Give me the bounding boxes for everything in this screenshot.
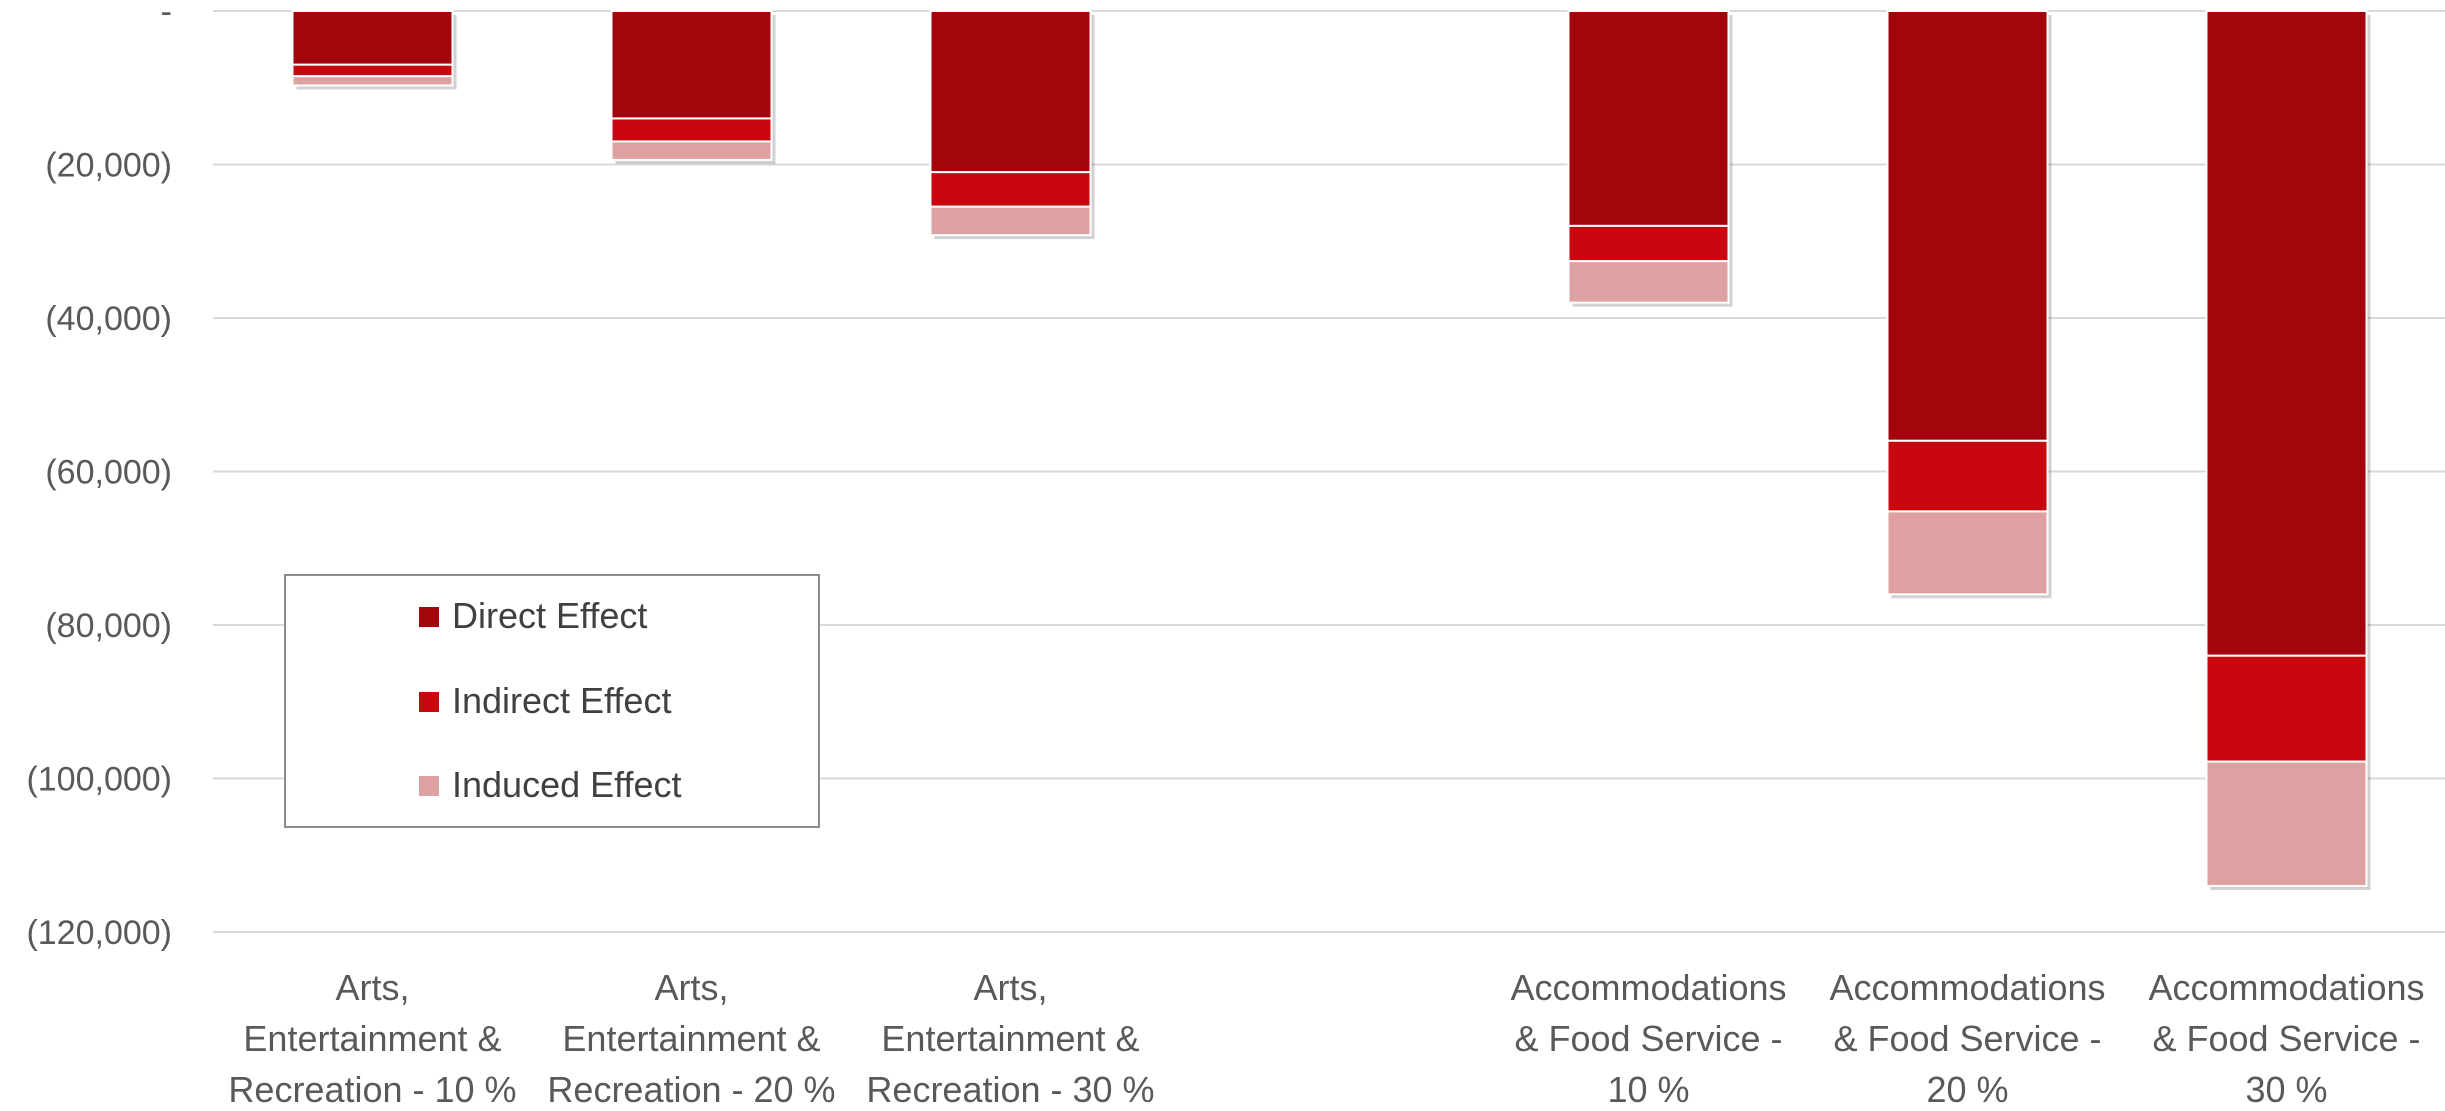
x-category-label-line: 10 %: [1607, 1069, 1689, 1110]
x-category-label-line: Recreation - 30 %: [866, 1069, 1154, 1110]
bar-segment: [1886, 10, 2049, 442]
bar-segment: [1886, 510, 2049, 596]
bar-segment: [610, 117, 773, 143]
x-category-label-line: Arts,: [654, 967, 728, 1008]
bar-segment: [1886, 439, 2049, 513]
x-category-label-line: Recreation - 20 %: [547, 1069, 835, 1110]
y-tick-label: (120,000): [26, 914, 172, 952]
x-category-label-line: Accommodations: [1510, 967, 1786, 1008]
x-category-label-line: Entertainment &: [243, 1018, 501, 1059]
bar-segment: [929, 10, 1092, 174]
bar-segment: [929, 171, 1092, 208]
bar-segment: [2205, 10, 2368, 657]
legend-label-induced-effect: Induced Effect: [452, 764, 682, 805]
x-category-label-line: Entertainment &: [562, 1018, 820, 1059]
y-tick-label: (80,000): [45, 607, 172, 645]
y-tick-label: (100,000): [26, 761, 172, 799]
bar-segment: [1567, 10, 1730, 227]
y-tick-label: -: [161, 0, 172, 31]
x-category-label-line: 30 %: [2245, 1069, 2327, 1110]
x-category-label-line: & Food Service -: [2152, 1018, 2420, 1059]
legend-label-direct-effect: Direct Effect: [452, 595, 647, 636]
legend-label-indirect-effect: Indirect Effect: [452, 680, 671, 721]
x-category-label-line: & Food Service -: [1514, 1018, 1782, 1059]
y-tick-label: (20,000): [45, 147, 172, 185]
legend-swatch-indirect-effect: [419, 692, 439, 712]
x-category-label-line: Accommodations: [2148, 967, 2424, 1008]
bar-segment: [291, 63, 454, 78]
bars: [291, 10, 2371, 890]
x-category-label-line: 20 %: [1926, 1069, 2008, 1110]
bar-segment: [291, 75, 454, 87]
x-category-label-line: Recreation - 10 %: [228, 1069, 516, 1110]
bar-segment: [2205, 760, 2368, 887]
legend-swatch-induced-effect: [419, 776, 439, 796]
x-category-label-line: & Food Service -: [1833, 1018, 2101, 1059]
y-axis-tick-labels: - (20,000) (40,000) (60,000) (80,000) (100,00…: [26, 0, 172, 952]
x-category-label-line: Arts,: [335, 967, 409, 1008]
legend-box: [284, 574, 820, 828]
legend-swatch-direct-effect: [419, 607, 439, 627]
y-tick-label: (40,000): [45, 300, 172, 338]
bar-segment: [610, 10, 773, 120]
bar-segment: [1567, 260, 1730, 304]
bar-segment: [929, 205, 1092, 237]
bar-segment: [1567, 224, 1730, 263]
x-category-label-line: Accommodations: [1829, 967, 2105, 1008]
x-category-label-line: Arts,: [973, 967, 1047, 1008]
bar-segment: [2205, 654, 2368, 763]
x-category-label-line: Entertainment &: [881, 1018, 1139, 1059]
legend: Direct Effect Indirect Effect Induced Ef…: [284, 574, 820, 828]
bar-segment: [291, 10, 454, 66]
x-axis-category-labels: Arts, Entertainment & Recreation - 10 % Art…: [228, 967, 2424, 1110]
y-tick-label: (60,000): [45, 454, 172, 492]
bar-segment: [610, 140, 773, 161]
